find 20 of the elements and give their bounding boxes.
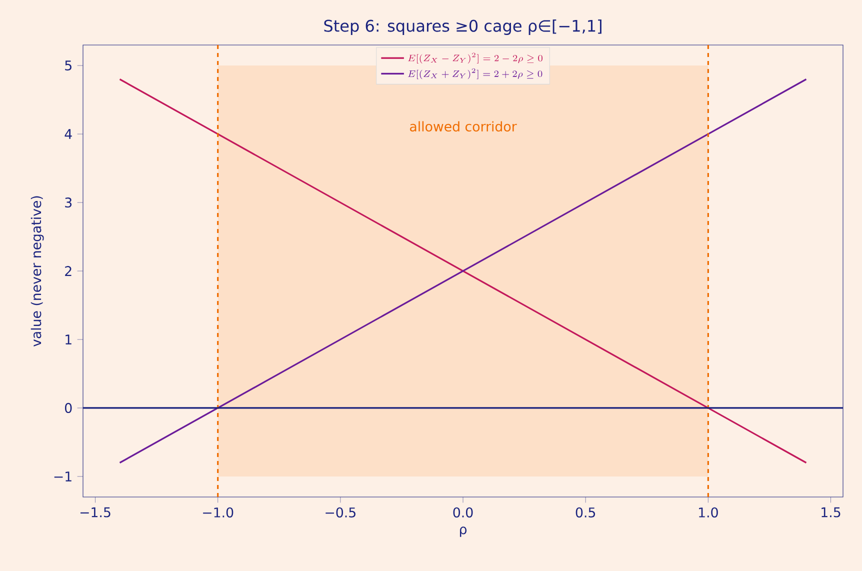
x-tick-label: −0.5: [326, 507, 356, 518]
y-tick-label: −1: [54, 472, 72, 482]
chart-title: Step 6: squares ≥0 cage ρ∈[−1,1]: [324, 19, 602, 35]
y-tick-label: 1: [66, 334, 72, 344]
x-axis-title: ρ: [460, 526, 467, 537]
y-tick-label: 3: [65, 197, 72, 208]
x-tick-label: 1.0: [699, 507, 718, 518]
legend-label: $E[(Z_X - Z_Y)^2] = 2 - 2\rho \geq 0$: [408, 52, 542, 64]
x-tick-label: 1.5: [822, 507, 840, 518]
legend-label: $E[(Z_X + Z_Y)^2] = 2 + 2\rho \geq 0$: [408, 68, 542, 80]
x-tick-label: 0.0: [453, 507, 473, 518]
x-tick-label: 0.5: [576, 507, 596, 518]
x-tick-label: −1.0: [203, 507, 234, 518]
y-tick-label: 2: [65, 266, 72, 276]
y-tick-label: 4: [64, 129, 72, 139]
annotation: allowed corridor: [410, 121, 517, 132]
y-tick-label: 0: [64, 402, 72, 414]
y-axis-title: value (never negative): [30, 196, 44, 347]
y-tick-label: 5: [65, 60, 72, 71]
x-tick-label: −1.5: [80, 507, 110, 518]
